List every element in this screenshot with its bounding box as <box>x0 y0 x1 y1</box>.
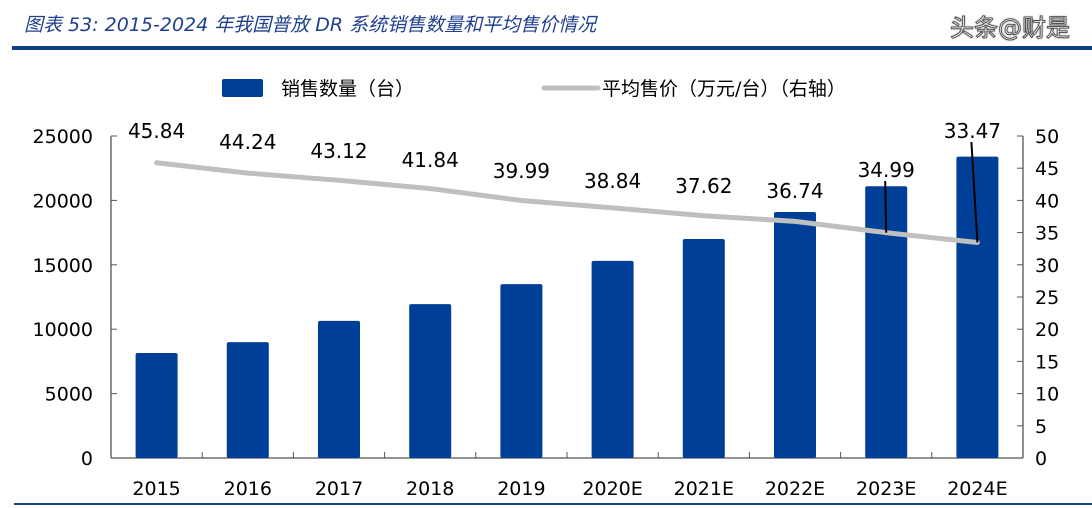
price-data-label: 45.84 <box>128 119 185 143</box>
price-data-label: 41.84 <box>402 148 459 172</box>
price-data-label: 34.99 <box>858 158 915 182</box>
x-tick-label: 2021E <box>674 478 734 500</box>
bar-2017 <box>318 320 360 458</box>
legend-bar-swatch <box>222 79 263 97</box>
legend-line-label: 平均售价（万元/台）（右轴） <box>602 78 846 100</box>
right-tick-label: 45 <box>1035 158 1059 180</box>
right-tick-label: 40 <box>1035 190 1059 212</box>
bar-2016 <box>226 342 269 458</box>
price-data-label: 44.24 <box>219 130 276 154</box>
bar-2021E <box>682 239 725 458</box>
left-tick-label: 5000 <box>45 384 93 406</box>
left-tick-label: 0 <box>81 448 93 470</box>
bottom-divider <box>14 503 1092 505</box>
bar-2019 <box>500 284 543 458</box>
right-tick-label: 20 <box>1035 319 1059 341</box>
left-tick-label: 15000 <box>33 255 93 277</box>
x-tick-label: 2024E <box>947 478 1007 500</box>
left-tick-label: 20000 <box>33 190 93 212</box>
bar-2024E <box>956 156 999 458</box>
x-tick-label: 2016 <box>224 478 272 500</box>
right-tick-label: 10 <box>1035 384 1059 406</box>
bar-2015 <box>135 353 178 458</box>
right-tick-label: 5 <box>1035 416 1047 438</box>
x-tick-label: 2022E <box>765 478 825 500</box>
price-data-label: 43.12 <box>310 139 367 163</box>
left-tick-label: 25000 <box>33 126 93 148</box>
price-data-label: 38.84 <box>584 169 641 193</box>
right-tick-label: 30 <box>1035 255 1059 277</box>
bar-2022E <box>774 211 816 458</box>
price-data-label: 33.47 <box>944 119 1001 143</box>
watermark: 头条@财是 <box>950 14 1071 43</box>
x-tick-label: 2018 <box>406 478 454 500</box>
right-tick-label: 35 <box>1035 223 1059 245</box>
leader-line <box>884 180 888 233</box>
x-tick-label: 2015 <box>132 478 180 500</box>
price-data-label: 36.74 <box>766 179 823 203</box>
bar-2018 <box>409 304 452 458</box>
chart-title: 图表 53: 2015-2024 年我国普放 DR 系统销售数量和平均售价情况 <box>24 14 597 36</box>
x-tick-label: 2019 <box>497 478 545 500</box>
leader-line <box>970 141 979 243</box>
right-tick-label: 0 <box>1035 448 1047 470</box>
bar-2020E <box>591 260 634 458</box>
price-data-label: 37.62 <box>675 174 732 198</box>
bar-2023E <box>865 186 908 458</box>
title-divider <box>12 46 1092 50</box>
right-tick-label: 15 <box>1035 351 1059 373</box>
x-tick-label: 2017 <box>315 478 363 500</box>
left-tick-label: 10000 <box>33 319 93 341</box>
right-tick-label: 50 <box>1035 126 1059 148</box>
right-tick-label: 25 <box>1035 287 1059 309</box>
x-tick-label: 2023E <box>856 478 916 500</box>
legend-bar-label: 销售数量（台） <box>281 78 414 100</box>
x-tick-label: 2020E <box>582 478 642 500</box>
price-line <box>154 160 980 245</box>
price-data-label: 39.99 <box>493 159 550 183</box>
